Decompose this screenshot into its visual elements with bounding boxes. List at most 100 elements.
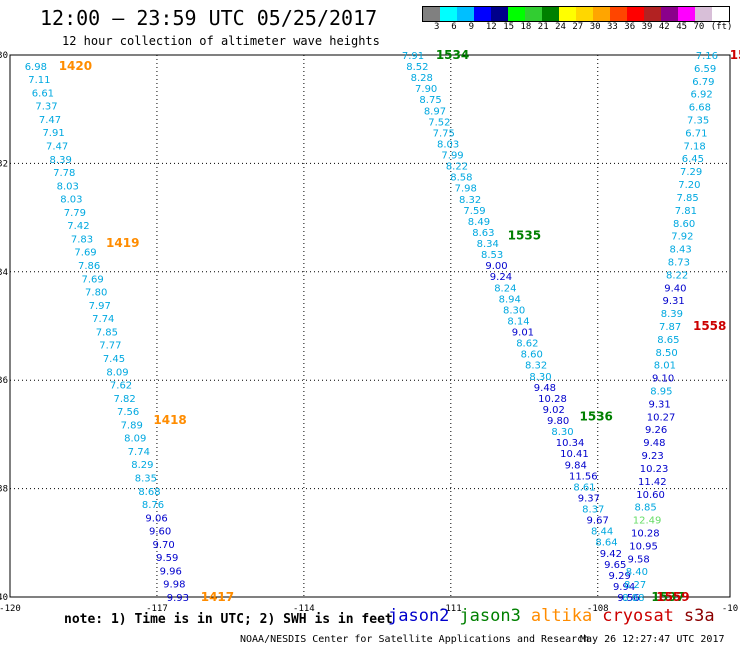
x-tick-label: -111 [440,604,462,614]
wave-height-value: 10.41 [560,449,589,460]
wave-height-value: 7.85 [676,193,698,204]
wave-height-value: 7.75 [433,128,455,139]
wave-height-value: 8.14 [507,316,529,327]
wave-height-value: 7.20 [678,180,700,191]
legend-item: jason2 [388,606,450,626]
wave-height-value: 8.43 [669,245,691,256]
color-scale-cell [474,7,491,21]
pass-number-label: 1420 [59,59,92,73]
wave-height-value: 8.52 [406,62,428,73]
wave-height-value: 7.97 [89,301,111,312]
wave-height-value: 8.58 [450,173,472,184]
wave-height-value: 9.24 [490,272,512,283]
y-tick-label: -32 [0,159,8,169]
color-scale-label: 6 [451,22,457,32]
wave-height-value: 9.93 [167,593,189,604]
subtitle: 12 hour collection of altimeter wave hei… [62,34,380,48]
wave-height-value: 8.32 [459,195,481,206]
color-scale-cell [542,7,559,21]
pass-number-label: 1419 [106,236,139,250]
color-scale-cell [525,7,542,21]
color-scale-cell [440,7,457,21]
wave-height-value: 9.29 [609,571,631,582]
legend-item: s3a [683,606,715,626]
wave-height-value: 7.77 [99,341,121,352]
wave-height-value: 8.03 [437,139,459,150]
wave-height-value: 9.67 [587,516,609,527]
wave-height-value: 7.59 [463,206,485,217]
wave-height-value: 9.01 [512,328,534,339]
wave-height-value: 7.89 [121,420,143,431]
wave-height-value: 9.37 [578,493,600,504]
wave-height-value: 10.27 [647,412,676,423]
color-scale-cell [695,7,712,21]
wave-height-value: 8.22 [446,162,468,173]
pass-number-label: 1557 [730,48,740,62]
wave-height-value: 8.37 [582,505,604,516]
wave-height-value: 7.11 [28,75,50,86]
wave-height-value: 7.87 [659,322,681,333]
color-scale-label: 9 [468,22,475,32]
wave-height-value: 7.80 [85,288,107,299]
wave-height-value: 8.28 [411,73,433,84]
wave-height-value: 9.00 [485,261,507,272]
color-scale-label: 42 [658,22,670,32]
wave-height-value: 8.85 [634,503,656,514]
wave-height-value: 6.45 [682,154,704,165]
wave-height-value: 8.68 [138,487,160,498]
wave-height-value: 12.49 [633,516,662,527]
wave-height-value: 7.42 [67,221,89,232]
footnote: note: 1) Time is in UTC; 2) SWH is in fe… [64,612,393,627]
wave-height-value: 8.64 [595,538,617,549]
wave-height-value: 8.60 [521,350,543,361]
y-tick-label: -36 [0,376,8,386]
color-scale-cell [610,7,627,21]
wave-height-value: 7.81 [675,206,697,217]
pass-number-label: 1535 [508,229,541,243]
wave-height-value: 7.74 [92,314,114,325]
wave-height-value: 6.61 [32,88,54,99]
color-scale-label: 27 [572,22,584,32]
color-scale-label: 70 [693,22,705,32]
wave-height-value: 7.16 [696,51,718,62]
wave-height-value: 10.60 [636,490,665,501]
wave-height-value: 7.69 [74,248,96,259]
wave-height-value: 7.29 [680,167,702,178]
wave-height-value: 9.59 [156,553,178,564]
wave-height-value: 8.30 [503,305,525,316]
color-scale-label: 45 [676,22,688,32]
wave-height-value: 9.06 [145,513,167,524]
wave-height-value: 9.58 [627,554,649,565]
wave-height-value: 8.03 [57,181,79,192]
wave-height-value: 9.42 [600,549,622,560]
color-scale-cell [457,7,474,21]
y-tick-label: -40 [0,593,8,603]
wave-height-value: 6.92 [690,90,712,101]
wave-height-value: 8.22 [666,270,688,281]
wave-height-value: 7.85 [96,327,118,338]
wave-height-value: 10.95 [629,541,658,552]
wave-height-value: 8.35 [135,473,157,484]
wave-height-value: 8.27 [624,580,646,591]
x-tick-label: -120 [0,604,21,614]
wave-height-value: 8.34 [477,239,499,250]
color-scale-label: 21 [537,22,549,32]
wave-height-value: 9.31 [662,296,684,307]
wave-height-value: 9.48 [643,438,665,449]
wave-height-value: 8.97 [424,106,446,117]
map-frame [9,54,731,598]
color-scale-cell [508,7,525,21]
y-tick-label: -38 [0,485,8,495]
wave-height-value: 8.53 [481,250,503,261]
wave-height-value: 7.98 [455,184,477,195]
wave-height-value: 8.40 [626,567,648,578]
wave-height-value: 8.75 [419,95,441,106]
wave-height-value: 7.74 [128,447,150,458]
wave-height-value: 10.23 [640,464,669,475]
wave-height-value: 8.24 [494,283,516,294]
color-scale-label: 15 [503,22,515,32]
wave-height-value: 7.45 [103,354,125,365]
wave-height-value: 8.09 [106,367,128,378]
wave-height-value: 9.48 [534,383,556,394]
